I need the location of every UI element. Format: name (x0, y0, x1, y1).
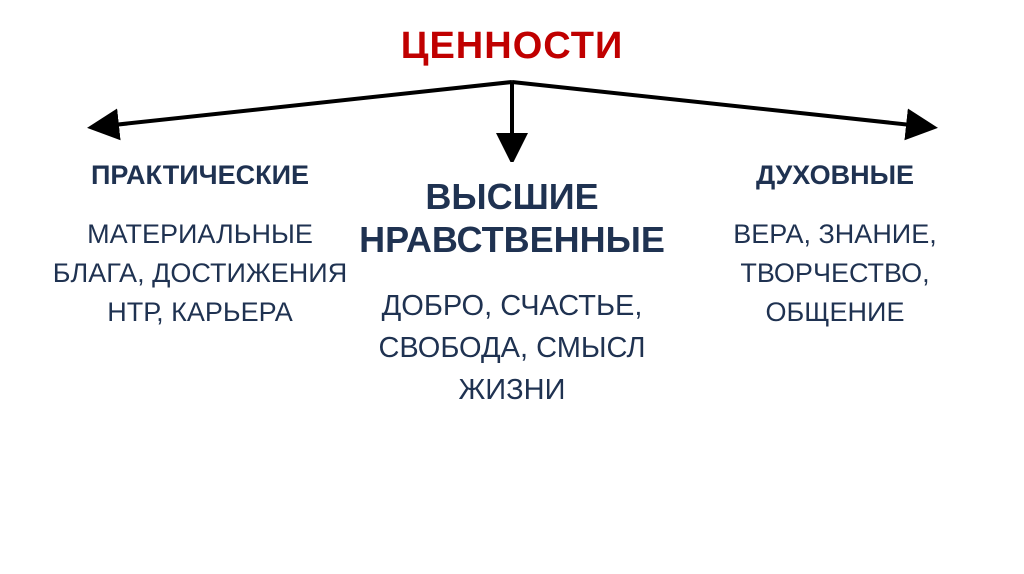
root-title: ЦЕННОСТИ (0, 25, 1024, 68)
branch-left-body: МАТЕРИАЛЬНЫЕ БЛАГА, ДОСТИЖЕНИЯ НТР, КАРЬ… (40, 215, 360, 332)
arrows-svg (0, 72, 1024, 162)
branch-right-heading: ДУХОВНЫЕ (680, 160, 990, 191)
branch-center-body: ДОБРО, СЧАСТЬЕ, СВОБОДА, СМЫСЛ ЖИЗНИ (332, 285, 692, 411)
branch-center: ВЫСШИЕ НРАВСТВЕННЫЕ ДОБРО, СЧАСТЬЕ, СВОБ… (332, 175, 692, 412)
arrow-left (95, 82, 512, 127)
branch-right-body: ВЕРА, ЗНАНИЕ, ТВОРЧЕСТВО, ОБЩЕНИЕ (680, 215, 990, 332)
branch-center-heading: ВЫСШИЕ НРАВСТВЕННЫЕ (332, 175, 692, 261)
arrow-right (512, 82, 930, 127)
branch-right: ДУХОВНЫЕ ВЕРА, ЗНАНИЕ, ТВОРЧЕСТВО, ОБЩЕН… (680, 160, 990, 332)
branch-left-heading: ПРАКТИЧЕСКИЕ (40, 160, 360, 191)
branch-left: ПРАКТИЧЕСКИЕ МАТЕРИАЛЬНЫЕ БЛАГА, ДОСТИЖЕ… (40, 160, 360, 332)
diagram-canvas: ЦЕННОСТИ ПРАКТИЧЕСКИЕ МАТЕРИАЛЬНЫЕ БЛАГА… (0, 0, 1024, 574)
